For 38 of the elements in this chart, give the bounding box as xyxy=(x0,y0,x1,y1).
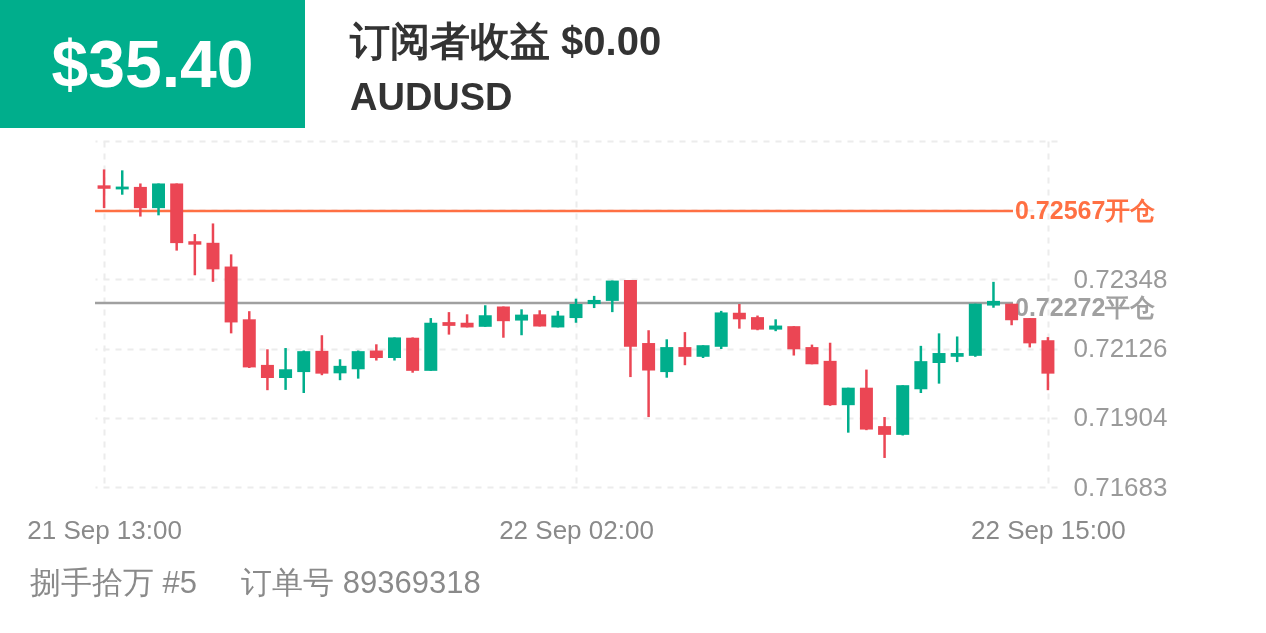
candlestick xyxy=(333,358,347,382)
candlestick xyxy=(841,386,855,434)
candlestick xyxy=(297,349,311,395)
candlestick xyxy=(932,332,946,385)
y-tick-label: 0.71904 xyxy=(1073,402,1168,433)
y-tick-label: 0.72348 xyxy=(1073,263,1168,294)
candlestick xyxy=(878,415,892,460)
text: 捌手拾万 #5 xyxy=(30,565,198,600)
candlestick xyxy=(986,280,1000,309)
y-tick-label: 0.71683 xyxy=(1073,471,1168,502)
candlestick xyxy=(188,232,202,277)
text: $35.40 xyxy=(0,0,305,128)
candlestick xyxy=(279,346,293,392)
candlestick xyxy=(260,348,274,392)
candlestick xyxy=(496,305,510,339)
x-tick-label: 21 Sep 13:00 xyxy=(27,514,182,545)
candlestick xyxy=(678,330,692,367)
candlestick xyxy=(133,182,147,218)
candlestick xyxy=(605,279,619,314)
candlestick xyxy=(950,335,964,364)
candlestick xyxy=(351,349,365,380)
y-tick-label: 0.72126 xyxy=(1073,333,1168,364)
candlestick xyxy=(787,324,801,357)
text: 订单号 89369318 xyxy=(241,565,481,600)
x-tick-label: 22 Sep 02:00 xyxy=(499,514,654,545)
x-tick-label: 22 Sep 15:00 xyxy=(971,514,1126,545)
chart-subtitle: AUDUSD xyxy=(350,76,513,119)
candlestick xyxy=(732,302,746,330)
ref-line-label: 0.72272平仓 xyxy=(1015,293,1156,322)
candlestick xyxy=(515,308,529,337)
candlestick xyxy=(315,333,329,377)
candlestick xyxy=(478,304,492,329)
chart-title: 订阅者收益 $0.00 xyxy=(350,18,662,65)
candlestick xyxy=(97,168,111,210)
candlestick xyxy=(569,297,583,324)
candlestick xyxy=(442,310,456,336)
ref-line-label: 0.72567开仓 xyxy=(1015,195,1156,224)
candlestick xyxy=(387,336,401,362)
